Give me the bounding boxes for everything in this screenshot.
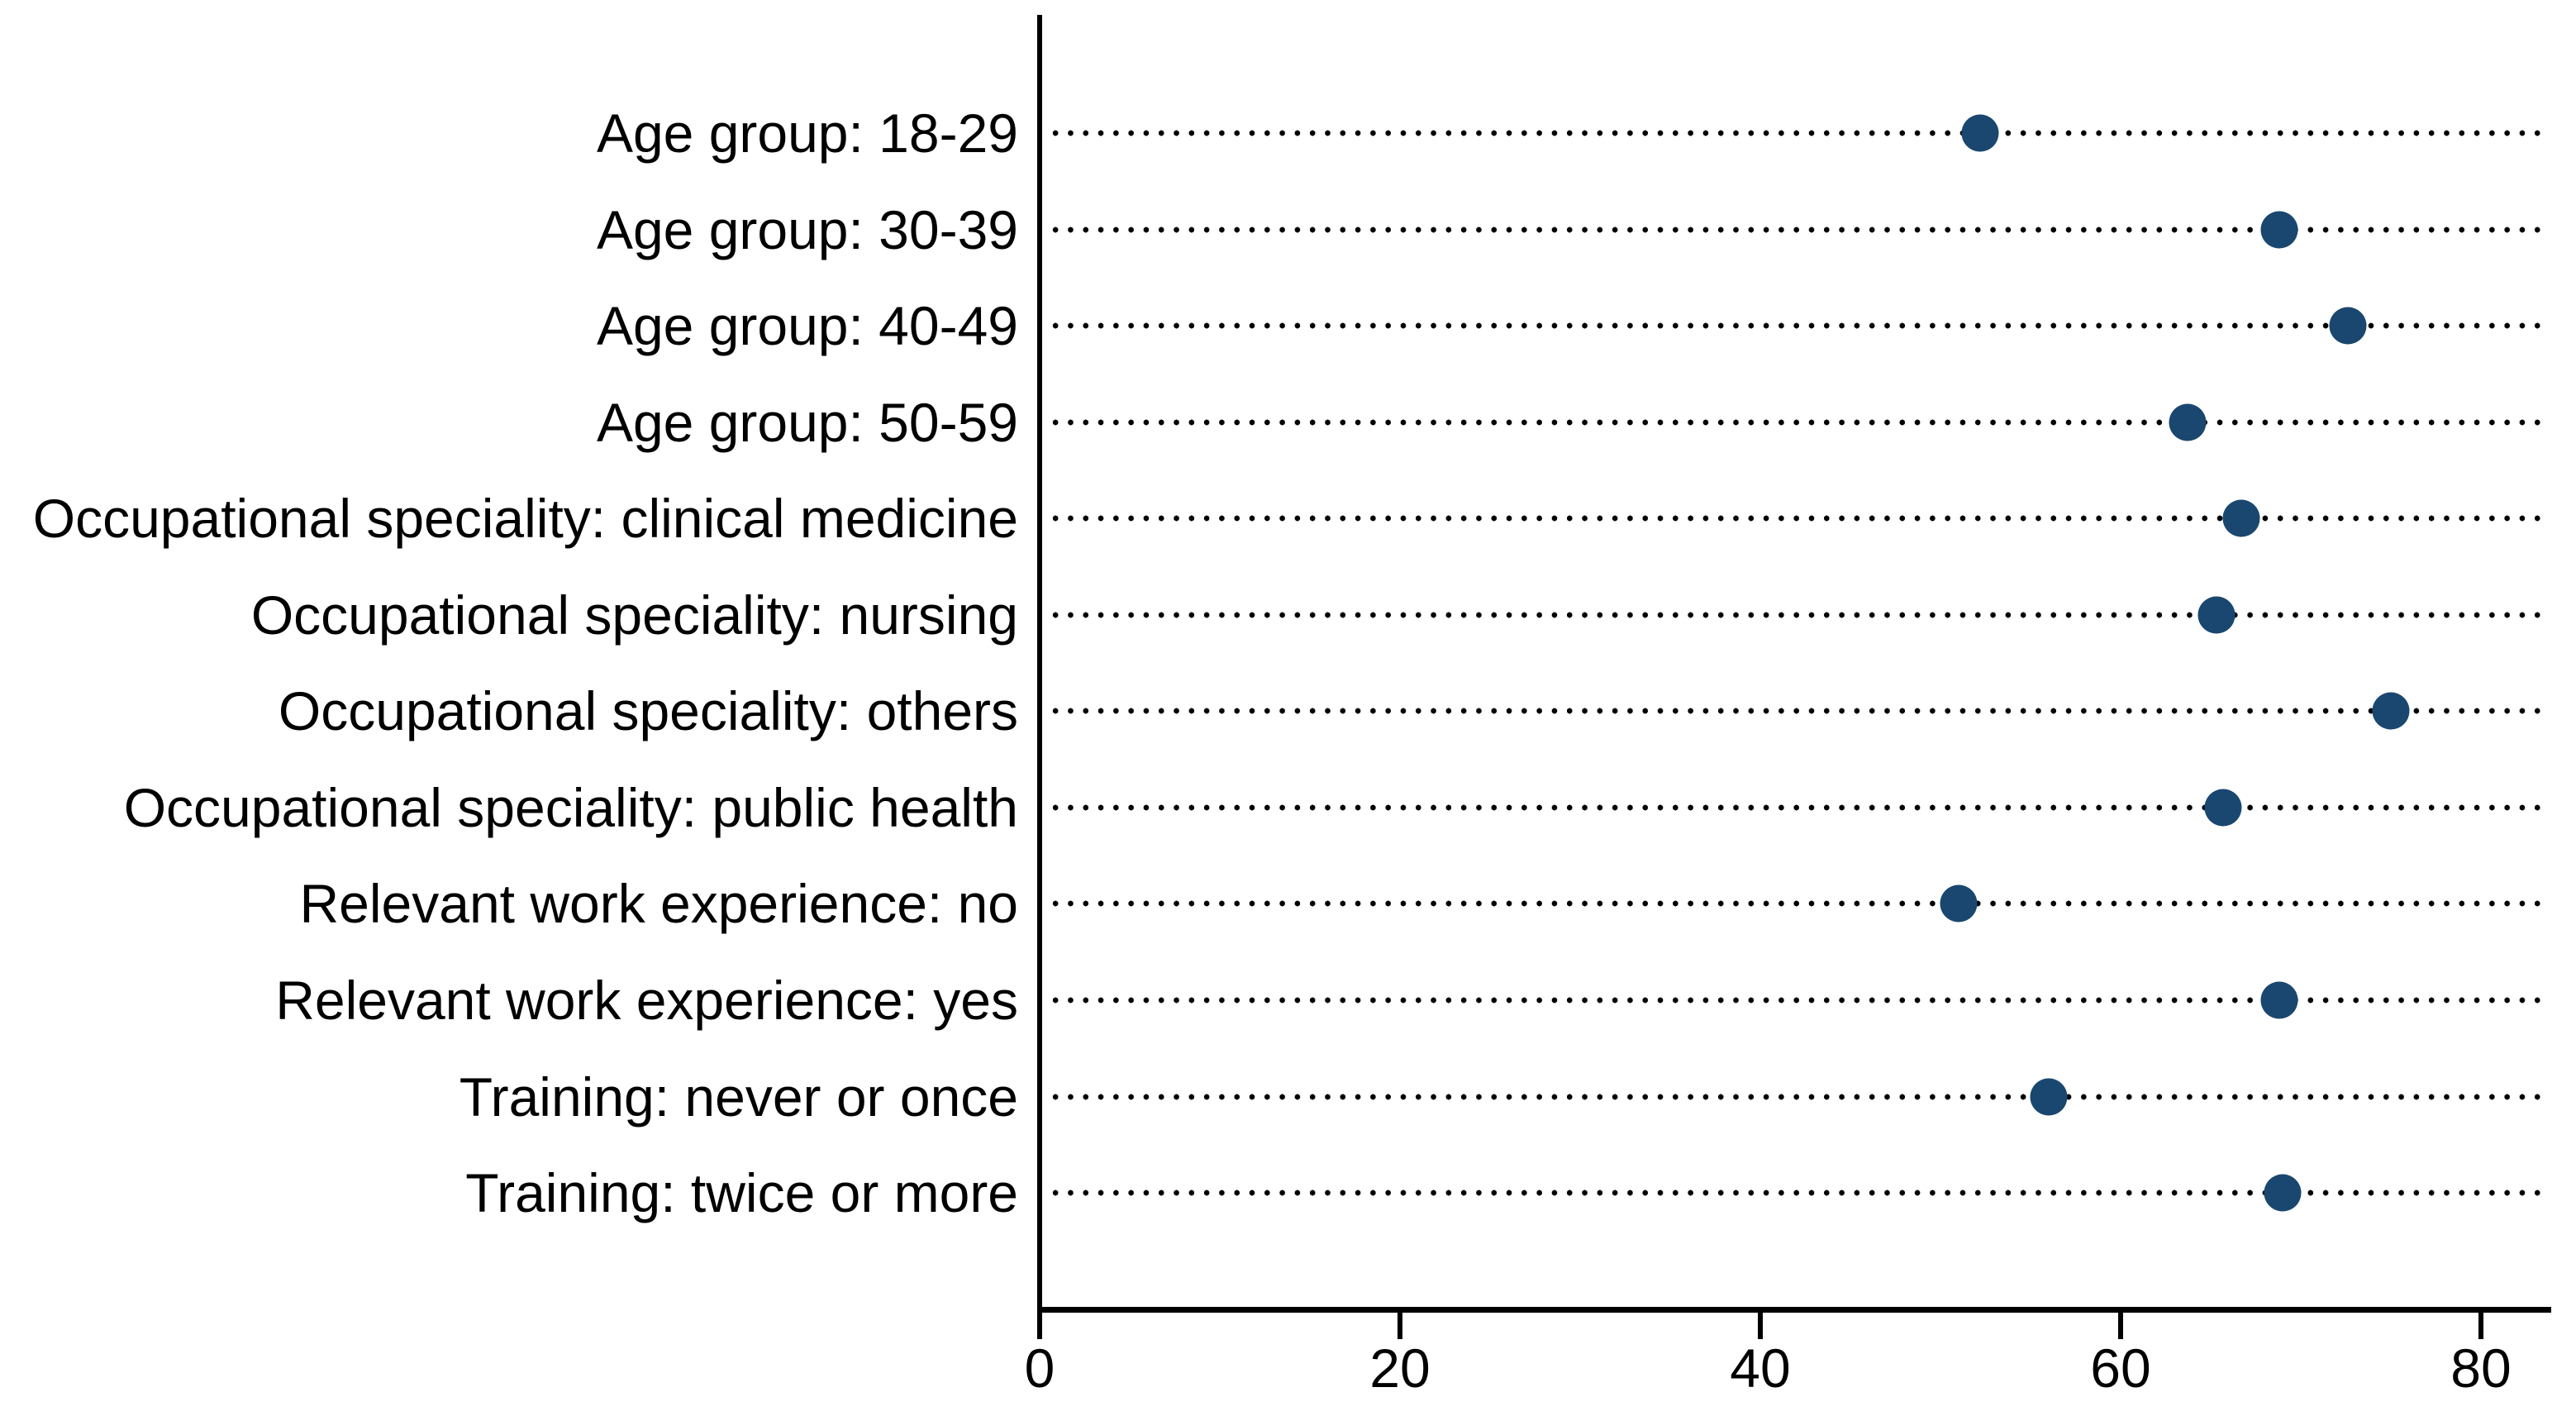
leader-line [1048, 130, 2541, 136]
data-point-marker [2204, 789, 2242, 827]
category-label: Training: twice or more [465, 1162, 1018, 1224]
x-tick-label: 80 [2450, 1337, 2512, 1399]
leader-line [1048, 515, 2541, 522]
data-point-marker [2372, 692, 2410, 730]
x-tick-mark [1398, 1309, 1402, 1339]
category-label: Age group: 50-59 [596, 391, 1018, 453]
category-label: Occupational speciality: clinical medici… [32, 488, 1018, 550]
data-point-marker [1940, 884, 1978, 923]
x-tick-mark [2478, 1309, 2483, 1339]
x-tick-mark [1758, 1309, 1763, 1339]
leader-line [1048, 708, 2541, 715]
x-tick-label: 60 [2090, 1337, 2151, 1399]
leader-line [1048, 900, 2541, 908]
data-point-marker [2260, 211, 2298, 249]
leader-line [1048, 996, 2541, 1004]
category-label: Relevant work experience: yes [275, 969, 1018, 1031]
category-label: Occupational speciality: public health [123, 776, 1018, 838]
data-point-marker [2260, 981, 2298, 1019]
data-point-marker [2264, 1174, 2302, 1212]
leader-line [1048, 322, 2541, 330]
x-tick-label: 0 [1024, 1337, 1055, 1399]
data-point-marker [2329, 307, 2367, 345]
x-tick-mark [2118, 1309, 2123, 1339]
data-point-marker [1961, 114, 1999, 152]
x-tick-label: 40 [1730, 1337, 1791, 1399]
category-label: Age group: 18-29 [596, 103, 1018, 164]
y-axis-line [1037, 15, 1042, 1312]
leader-line [1048, 226, 2541, 233]
leader-line [1048, 611, 2541, 618]
leader-line [1048, 1093, 2541, 1100]
category-label: Age group: 30-39 [596, 198, 1018, 260]
leader-line [1048, 1190, 2541, 1197]
data-point-marker [2169, 403, 2207, 441]
leader-line [1048, 803, 2541, 811]
category-label: Occupational speciality: nursing [250, 584, 1018, 646]
data-point-marker [2222, 499, 2260, 537]
category-label: Relevant work experience: no [299, 873, 1018, 935]
x-tick-mark [1037, 1309, 1042, 1339]
category-label: Age group: 40-49 [596, 295, 1018, 357]
x-tick-label: 20 [1369, 1337, 1431, 1399]
category-label: Training: never or once [459, 1066, 1018, 1128]
data-point-marker [2197, 596, 2236, 634]
data-point-marker [2030, 1078, 2068, 1115]
category-label: Occupational speciality: others [278, 680, 1018, 742]
leader-line [1048, 418, 2541, 426]
x-axis-line [1037, 1306, 2551, 1313]
